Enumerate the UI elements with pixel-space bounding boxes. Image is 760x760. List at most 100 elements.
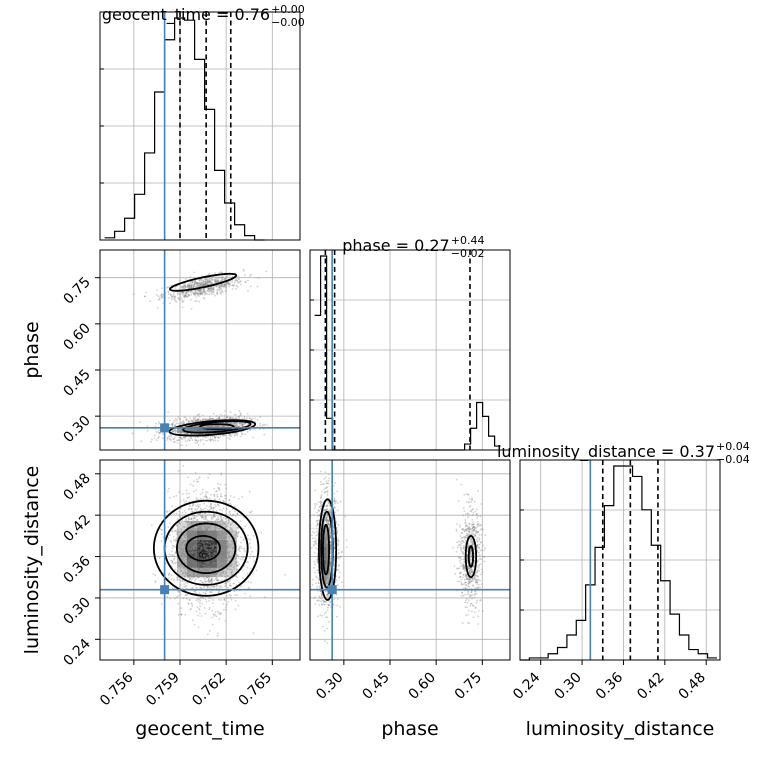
sample-point	[192, 548, 195, 551]
sample-point	[210, 293, 213, 295]
sample-point	[202, 438, 204, 441]
sample-point	[200, 290, 203, 293]
sample-point	[193, 283, 195, 286]
sample-point	[319, 497, 322, 499]
sample-point	[336, 604, 339, 607]
sample-point	[210, 534, 213, 537]
sample-point	[207, 575, 210, 578]
sample-point	[177, 439, 180, 441]
sample-point	[241, 424, 244, 427]
sample-point	[224, 541, 226, 544]
sample-point	[248, 490, 251, 493]
sample-point	[242, 538, 245, 541]
sample-point	[224, 283, 227, 285]
sample-point	[241, 423, 243, 426]
sample-point	[233, 413, 236, 416]
sample-point	[211, 288, 214, 291]
sample-point	[182, 465, 185, 467]
sample-point	[284, 573, 287, 576]
sample-point	[223, 559, 226, 562]
sample-point	[221, 523, 224, 526]
sample-point	[167, 286, 170, 288]
sample-point	[185, 538, 188, 541]
sample-point	[198, 279, 201, 281]
sample-point	[190, 437, 193, 440]
sample-point	[221, 278, 224, 280]
sample-point	[195, 562, 198, 565]
sample-point	[227, 281, 230, 284]
sample-point	[162, 293, 165, 296]
sample-point	[183, 295, 186, 298]
sample-point	[198, 289, 201, 292]
sample-point	[190, 287, 193, 289]
sample-point	[221, 271, 223, 274]
sample-point	[173, 295, 176, 298]
sample-point	[209, 290, 212, 293]
sample-point	[200, 553, 203, 556]
sample-point	[223, 608, 225, 611]
sample-point	[182, 541, 184, 544]
sample-point	[220, 414, 223, 417]
density-cell	[322, 537, 326, 547]
sample-point	[194, 590, 197, 593]
sample-point	[186, 285, 189, 287]
sample-point	[195, 282, 198, 284]
sample-point	[207, 287, 210, 290]
sample-point	[205, 600, 208, 603]
sample-point	[218, 518, 220, 520]
sample-point	[228, 510, 231, 513]
sample-point	[249, 429, 251, 431]
sample-point	[176, 439, 178, 442]
sample-point	[215, 545, 218, 547]
sample-point	[204, 278, 207, 281]
sample-point	[180, 547, 183, 550]
sample-point	[179, 430, 182, 433]
sample-point	[244, 281, 247, 283]
sample-point	[218, 289, 221, 292]
sample-point	[249, 428, 252, 431]
sample-point	[198, 284, 201, 287]
sample-point	[196, 284, 199, 287]
sample-point	[236, 280, 239, 282]
density-cell	[206, 427, 217, 434]
sample-point	[220, 559, 223, 562]
sample-point	[236, 535, 239, 538]
sample-point	[215, 490, 218, 493]
sample-point	[202, 289, 205, 291]
sample-point	[208, 287, 211, 290]
sample-point	[205, 505, 208, 507]
sample-point	[214, 425, 217, 428]
sample-point	[165, 510, 168, 512]
sample-point	[203, 291, 206, 294]
sample-point	[199, 292, 202, 295]
sample-point	[199, 289, 201, 292]
sample-point	[153, 437, 156, 440]
sample-point	[211, 418, 214, 420]
sample-point	[174, 417, 177, 420]
sample-point	[223, 278, 225, 280]
sample-point	[325, 476, 327, 478]
sample-point	[216, 291, 219, 293]
sample-point	[233, 590, 236, 593]
density-cell	[216, 520, 227, 531]
sample-point	[236, 434, 239, 436]
sample-point	[221, 283, 223, 286]
sample-point	[192, 290, 194, 292]
sample-point	[228, 557, 231, 560]
sample-point	[217, 556, 220, 559]
sample-point	[225, 290, 227, 293]
sample-point	[174, 424, 176, 426]
sample-point	[204, 292, 207, 295]
sample-point	[175, 512, 178, 515]
density-cell	[196, 539, 207, 550]
sample-point	[184, 286, 187, 289]
sample-point	[224, 277, 227, 280]
sample-point	[186, 440, 189, 442]
sample-point	[197, 282, 200, 284]
sample-point	[187, 284, 190, 287]
sample-point	[204, 568, 207, 570]
sample-point	[195, 281, 198, 284]
sample-point	[201, 283, 204, 286]
sample-point	[208, 608, 211, 611]
